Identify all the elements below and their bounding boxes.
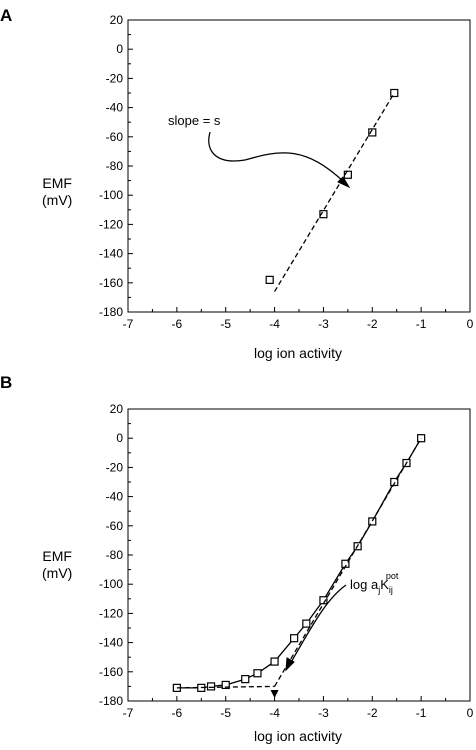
panel-b-ytick-label: -60 bbox=[106, 519, 124, 533]
panel-b-plot-frame bbox=[127, 408, 471, 702]
panel-b-xtick-label: 0 bbox=[467, 706, 474, 720]
panel-a-ylabel: EMF (mV) bbox=[42, 175, 72, 209]
panel-b-ytick-label: -20 bbox=[106, 460, 124, 474]
panel-a-xtick-label: -1 bbox=[416, 317, 427, 331]
panel-b-data-point bbox=[290, 634, 299, 643]
panel-b-xtick-label: -6 bbox=[172, 706, 183, 720]
panel-b-ytick-label: -80 bbox=[106, 548, 124, 562]
panel-b-axis-marker bbox=[270, 690, 279, 698]
panel-a-annotation-text: slope = s bbox=[168, 113, 221, 128]
panel-a-ytick-label: -140 bbox=[99, 247, 123, 261]
panel-b-data-point bbox=[221, 680, 230, 690]
panel-b-ytick-label: 20 bbox=[110, 402, 124, 416]
panel-a-ytick-label: -40 bbox=[106, 101, 124, 115]
panel-a-xtick-label: -5 bbox=[220, 317, 231, 331]
panel-a-xtick-label: -4 bbox=[269, 317, 280, 331]
panel-a-ytick-label: -20 bbox=[106, 71, 124, 85]
panel-b-ytick-label: -100 bbox=[99, 577, 123, 591]
panel-a-ytick-label: -180 bbox=[99, 305, 123, 319]
panel-b-ytick-label: -180 bbox=[99, 694, 123, 708]
panel-b-letter: B bbox=[0, 373, 13, 392]
panel-a-data-point bbox=[319, 210, 328, 219]
panel-b-ylabel: EMF (mV) bbox=[42, 548, 72, 582]
panel-a-dashed-line bbox=[274, 92, 395, 292]
panel-a-letter: A bbox=[0, 6, 13, 25]
panel-b-ytick-label: -160 bbox=[99, 665, 123, 679]
panel-b-xtick-label: -5 bbox=[220, 706, 231, 720]
panel-b-xtick-label: -7 bbox=[123, 706, 134, 720]
panel-b-data-point bbox=[241, 674, 250, 684]
panel-b-data-point bbox=[206, 682, 216, 691]
panel-b-data-point bbox=[368, 517, 377, 526]
panel-a-ytick-label: -60 bbox=[106, 130, 124, 144]
panel-a-annotation-arrow bbox=[208, 131, 346, 184]
panel-a-ytick-label: 20 bbox=[110, 13, 124, 27]
panel-b-ylabel-line2: (mV) bbox=[42, 565, 73, 581]
panel-b-dashed-line bbox=[176, 685, 275, 689]
panel-b-ytick-label: -120 bbox=[99, 606, 123, 620]
panel-a-xtick-label: -7 bbox=[123, 317, 134, 331]
panel-a-ytick-label: -120 bbox=[99, 217, 123, 231]
panel-a-data-point bbox=[390, 88, 399, 98]
panel-b-xtick-label: -3 bbox=[318, 706, 329, 720]
panel-b-annotation-arrow bbox=[289, 584, 347, 665]
panel-a-xtick-label: -2 bbox=[367, 317, 378, 331]
panel-a-ytick-label: -80 bbox=[106, 159, 124, 173]
panel-a-xtick-label: 0 bbox=[467, 317, 474, 331]
panel-a-ytick-label: -160 bbox=[99, 276, 123, 290]
panel-a-ytick-label: 0 bbox=[116, 42, 123, 56]
panel-b-dashed-line bbox=[274, 437, 422, 687]
panel-a-data-point bbox=[368, 128, 377, 137]
panel-a-ylabel-line1: EMF bbox=[42, 175, 72, 191]
panel-b-data-point bbox=[270, 657, 279, 666]
panel-b-ytick-label: -40 bbox=[106, 490, 124, 504]
panel-b-xtick-label: -1 bbox=[416, 706, 427, 720]
panel-b-xtick-label: -4 bbox=[269, 706, 280, 720]
panel-a-xlabel: log ion activity bbox=[254, 345, 342, 361]
panel-a-annotation-arrowhead bbox=[337, 176, 351, 189]
panel-a-ytick-label: -100 bbox=[99, 188, 123, 202]
panel-a-xtick-label: -6 bbox=[172, 317, 183, 331]
panel-b-data-point bbox=[390, 477, 399, 487]
panel-b-data-point bbox=[253, 669, 262, 678]
panel-b-ytick-label: -140 bbox=[99, 636, 123, 650]
panel-a-plot-frame bbox=[127, 19, 471, 313]
panel-b-data-point bbox=[302, 619, 311, 628]
panel-a-xtick-label: -3 bbox=[318, 317, 329, 331]
panel-b-xtick-label: -2 bbox=[367, 706, 378, 720]
panel-b-ylabel-line1: EMF bbox=[42, 548, 72, 564]
panel-a-ylabel-line2: (mV) bbox=[42, 192, 73, 208]
panel-a-data-point bbox=[265, 275, 274, 284]
panel-b-ytick-label: 0 bbox=[116, 431, 123, 445]
panel-b-xlabel: log ion activity bbox=[254, 728, 342, 744]
panel-b-solid-line bbox=[176, 437, 422, 689]
panel-b-annotation-arrowhead bbox=[285, 657, 295, 672]
panel-b-annotation-text: log ajKijpot bbox=[350, 571, 399, 595]
